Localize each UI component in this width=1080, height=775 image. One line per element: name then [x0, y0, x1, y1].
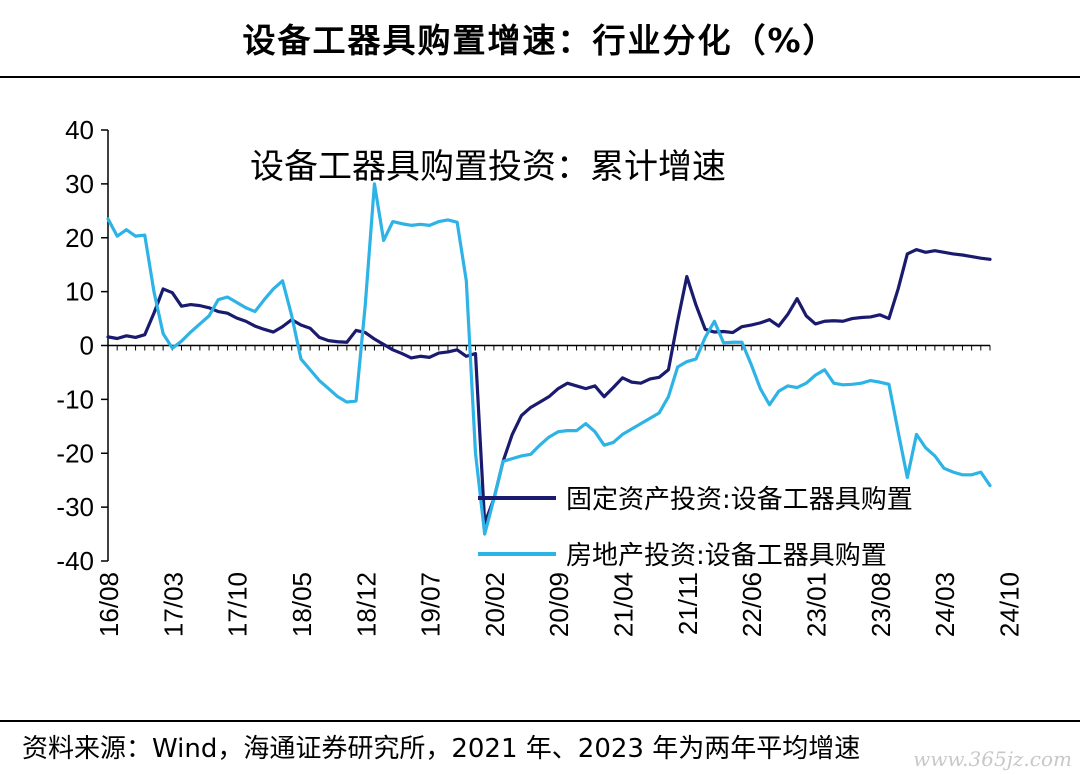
series-line-2 [106, 182, 992, 536]
x-tick-label: 16/08 [94, 572, 124, 637]
x-tick-label: 21/11 [673, 572, 703, 635]
y-tick-label: 10 [65, 277, 94, 307]
y-tick-label: 40 [65, 115, 94, 145]
x-tick-label: 17/10 [223, 572, 253, 637]
page-title: 设备工器具购置增速：行业分化（%） [242, 21, 838, 60]
y-tick-label: 30 [65, 169, 94, 199]
y-tick-label: -30 [56, 492, 94, 522]
x-tick-label: 23/01 [801, 572, 831, 637]
source-note: 资料来源：Wind，海通证券研究所，2021 年、2023 年为两年平均增速 [22, 734, 861, 764]
y-tick-label: 0 [80, 331, 94, 361]
watermark: www.365jz.com [913, 747, 1072, 771]
x-tick-label: 24/03 [930, 572, 960, 637]
x-tick-label: 22/06 [737, 572, 767, 637]
chart-title: 设备工器具购置投资：累计增速 [250, 147, 726, 187]
y-tick-label: -10 [56, 384, 94, 414]
x-tick-label: 17/03 [158, 572, 188, 637]
title-underline [0, 76, 1080, 78]
chart-series [106, 182, 992, 536]
footer-rule [0, 720, 1080, 722]
x-tick-label: 18/05 [287, 572, 317, 637]
y-tick-label: -20 [56, 438, 94, 468]
x-tick-label: 23/08 [866, 572, 896, 637]
y-tick-label: -40 [56, 546, 94, 576]
x-tick-label: 19/07 [416, 572, 446, 637]
x-tick-label: 20/02 [480, 572, 510, 637]
x-tick-label: 20/09 [544, 572, 574, 637]
x-tick-label: 24/10 [994, 572, 1024, 637]
legend-label-2: 房地产投资:设备工器具购置 [566, 541, 887, 571]
x-tick-label: 21/04 [609, 572, 639, 637]
y-tick-label: 20 [65, 223, 94, 253]
x-tick-label: 18/12 [351, 572, 381, 637]
legend-label-1: 固定资产投资:设备工器具购置 [566, 485, 913, 515]
series-line-1 [106, 248, 992, 525]
